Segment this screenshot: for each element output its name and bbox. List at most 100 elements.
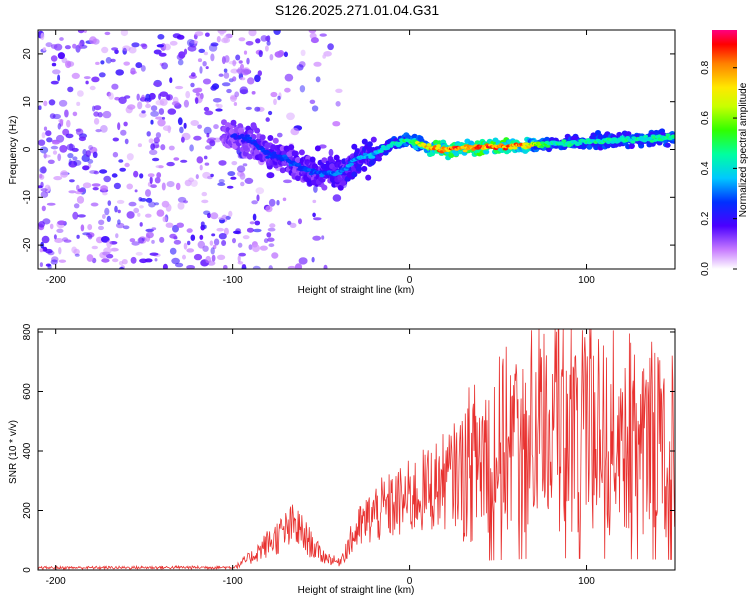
noise-blob [89, 85, 96, 91]
noise-blob [267, 227, 276, 232]
noise-blob [240, 181, 245, 187]
noise-blob [133, 170, 139, 178]
snr-frame [37, 328, 676, 571]
noise-blob [72, 111, 78, 117]
x-tick-label: -100 [223, 275, 243, 286]
ridge-core [385, 146, 391, 150]
snr-x-axis-label: Height of straight line (km) [298, 585, 415, 596]
ridge-blob [267, 135, 274, 141]
y-tick-label: 200 [22, 502, 33, 519]
noise-blob [150, 184, 157, 189]
noise-blob [72, 156, 78, 161]
noise-blob [190, 82, 195, 88]
noise-blob [311, 105, 319, 112]
ridge-blob [448, 152, 455, 158]
noise-blob [161, 62, 169, 70]
noise-blob [255, 187, 265, 195]
noise-blob [182, 254, 186, 260]
y-tick-label: 10 [22, 96, 33, 108]
noise-blob [233, 102, 238, 106]
noise-blob [230, 68, 239, 74]
ridge-blob [253, 148, 260, 155]
noise-blob [149, 149, 158, 156]
noise-blob [59, 37, 64, 41]
y-tick-label: -10 [22, 190, 33, 205]
noise-blob [289, 222, 297, 228]
noise-blob [39, 146, 49, 154]
noise-blob [210, 247, 215, 255]
ridge-blob [586, 144, 593, 150]
noise-blob [122, 225, 130, 230]
noise-blob [87, 224, 93, 231]
noise-blob [52, 141, 60, 145]
noise-blob [73, 159, 82, 166]
noise-blob [271, 252, 279, 259]
noise-blob [151, 227, 157, 231]
noise-blob [47, 263, 52, 269]
noise-blob [266, 172, 275, 179]
noise-blob [179, 126, 184, 134]
noise-blob [53, 176, 63, 181]
noise-blob [72, 43, 77, 49]
noise-blob [268, 110, 273, 116]
noise-blob [137, 101, 143, 110]
noise-blob [112, 151, 119, 158]
noise-blob [239, 86, 248, 95]
noise-blob [123, 121, 128, 127]
noise-blob [171, 257, 180, 265]
x-tick-label: -200 [46, 576, 66, 587]
figure-title: S126.2025.271.01.04.G31 [275, 2, 439, 18]
spectrogram-x-axis-label: Height of straight line (km) [298, 285, 415, 296]
noise-blob [136, 93, 140, 101]
noise-blob [252, 265, 261, 269]
noise-blob [248, 244, 253, 250]
noise-blob [57, 153, 62, 162]
ridge-core [349, 162, 354, 166]
noise-blob [110, 247, 119, 252]
noise-blob [257, 70, 262, 77]
noise-blob [45, 248, 53, 254]
ridge-core [508, 146, 514, 150]
noise-blob [177, 59, 184, 66]
noise-blob [77, 214, 86, 218]
x-tick-label: 0 [407, 576, 413, 587]
noise-blob [90, 202, 99, 207]
ridge-blob [593, 144, 600, 151]
noise-blob [269, 54, 274, 61]
ridge-core [252, 140, 258, 144]
noise-blob [332, 121, 341, 127]
noise-blob [91, 245, 99, 250]
noise-blob [86, 254, 94, 262]
noise-blob [64, 109, 69, 118]
noise-blob [166, 161, 175, 167]
noise-blob [266, 232, 272, 238]
noise-blob [101, 46, 109, 54]
noise-blob [273, 30, 281, 35]
noise-blob [312, 212, 316, 218]
noise-blob [218, 160, 227, 166]
ridge-core [577, 141, 583, 146]
noise-blob [39, 262, 44, 267]
noise-blob [255, 38, 261, 44]
noise-blob [193, 253, 203, 261]
noise-blob [183, 200, 188, 204]
ridge-core [239, 133, 245, 138]
noise-blob [215, 103, 219, 107]
noise-blob [204, 110, 214, 116]
noise-blob [48, 99, 56, 106]
ridge-blob [272, 137, 279, 144]
noise-blob [153, 137, 160, 144]
snr-y-axis-label: SNR (10 * v/v) [8, 420, 19, 484]
noise-blob [45, 42, 53, 48]
noise-blob [124, 162, 130, 168]
noise-blob [116, 199, 125, 204]
noise-blob [138, 197, 143, 202]
ridge-blob [453, 151, 460, 157]
ridge-core [247, 136, 253, 140]
noise-blob [95, 61, 100, 65]
noise-blob [108, 92, 114, 100]
noise-blob [126, 211, 135, 219]
noise-blob [117, 209, 121, 214]
colorbar-ticks: 0.0 0.2 0.4 0.6 0.8 [700, 60, 737, 276]
